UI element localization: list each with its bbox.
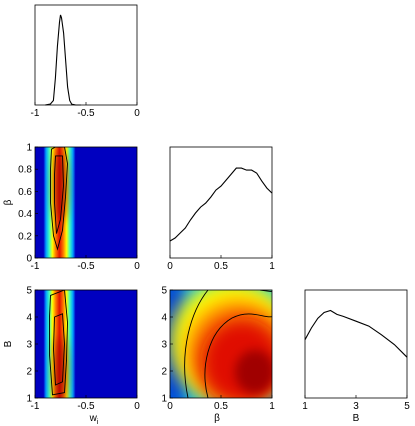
beta_marginal-xtick-label: 0.5 <box>214 261 228 272</box>
w_beta_joint-image <box>35 147 137 258</box>
beta_marginal-frame <box>169 146 273 259</box>
w_B_joint-contour <box>49 290 68 396</box>
w_marginal-xtick-label: -0.5 <box>77 108 95 119</box>
w_B_joint-peak <box>53 336 68 398</box>
beta_B_joint-xtick-label: 1 <box>269 401 275 412</box>
B_marginal-xtick-label: 1 <box>302 401 308 412</box>
w_beta_joint-ytick-label: 1 <box>26 143 32 154</box>
w_B_joint-contour <box>53 313 65 386</box>
w_B_joint-panel: -1 -0.5 0 1 2 3 4 5 Bwi <box>3 286 140 426</box>
w_B_joint-image <box>35 290 137 398</box>
beta_B_joint-contour <box>184 290 209 398</box>
beta_B_joint-ytick-label: 2 <box>161 367 167 378</box>
w_beta_joint-ytick-label: 0.6 <box>18 187 32 198</box>
beta_B_joint-xtick-label: 0.5 <box>214 401 228 412</box>
beta_B_joint-xlabel: β <box>214 413 220 424</box>
w_beta_joint-ytick-label: 0.8 <box>18 165 32 176</box>
beta_B_joint-contour <box>204 313 272 398</box>
w_beta_joint-ytick-label: 0 <box>26 254 32 265</box>
beta_B_joint-image <box>170 290 272 398</box>
beta_marginal-panel: 0 0.5 1 <box>167 146 275 272</box>
beta_marginal-xtick-label: 0 <box>167 261 173 272</box>
w_beta_joint-ytick-label: 0.4 <box>18 209 32 220</box>
B_marginal-frame <box>304 289 408 399</box>
w_B_joint-xtick-label: -1 <box>31 401 40 412</box>
w_marginal-xtick-label: -1 <box>31 108 40 119</box>
beta_B_joint-peak <box>235 350 272 394</box>
beta_B_joint-ytick-label: 4 <box>161 313 167 324</box>
w_beta_joint-ytick-label: 0.2 <box>18 231 32 242</box>
w_marginal-frame <box>34 4 138 106</box>
B_marginal-curve <box>304 309 408 358</box>
beta_marginal-xtick-label: 1 <box>269 261 275 272</box>
B_marginal-panel: 1 3 5 B <box>302 289 410 424</box>
beta_B_joint-ytick-label: 1 <box>161 394 167 405</box>
B_marginal-xtick-label: 5 <box>404 401 410 412</box>
w_B_joint-xtick-label: 0 <box>134 401 140 412</box>
w_beta_joint-panel: -1 -0.5 0 0 0.2 0.4 0.6 0.8 1 β <box>3 143 140 273</box>
w_B_joint-ytick-label: 2 <box>26 367 32 378</box>
w_B_joint-xtick-label: -0.5 <box>77 401 95 412</box>
w_B_joint-xlabel: wi <box>89 413 99 426</box>
beta_B_joint-ytick-label: 3 <box>161 340 167 351</box>
w_beta_joint-contour <box>50 147 68 251</box>
w_beta_joint-ylabel: β <box>3 199 14 205</box>
w_B_joint-ytick-label: 5 <box>26 286 32 297</box>
w_B_joint-ytick-label: 3 <box>26 340 32 351</box>
beta_B_joint-xtick-label: 0 <box>167 401 173 412</box>
w_B_joint-ytick-label: 4 <box>26 313 32 324</box>
w_beta_joint-xtick-label: 0 <box>134 261 140 272</box>
w_marginal-panel: -1 -0.5 0 <box>31 4 140 119</box>
w_marginal-curve <box>45 14 81 106</box>
beta_B_joint-panel: 0 0.5 1 1 2 3 4 5 β <box>161 286 275 425</box>
w_beta_joint-contour <box>54 155 64 234</box>
w_B_joint-ylabel: B <box>3 340 14 347</box>
w_B_joint-ytick-label: 1 <box>26 394 32 405</box>
w_marginal-xtick-label: 0 <box>134 108 140 119</box>
B-marginal-xlabel: B <box>353 413 360 424</box>
w_beta_joint-peak <box>53 150 68 222</box>
B_marginal-xtick-label: 3 <box>353 401 359 412</box>
beta_marginal-curve <box>169 167 273 242</box>
beta_B_joint-ytick-label: 5 <box>161 286 167 297</box>
w_beta_joint-xtick-label: -1 <box>31 261 40 272</box>
w_beta_joint-xtick-label: -0.5 <box>77 261 95 272</box>
